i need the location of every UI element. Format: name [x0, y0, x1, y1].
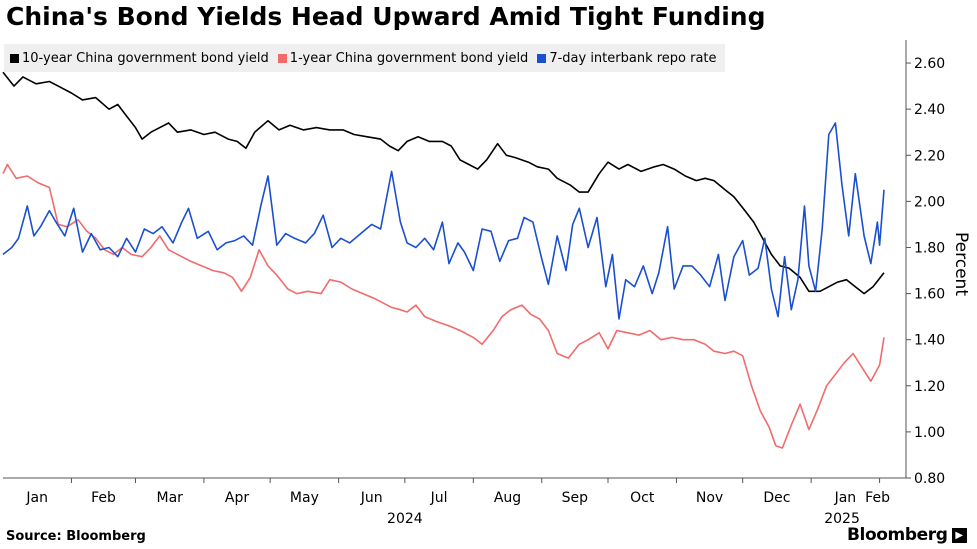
x-year-label: 2024	[387, 511, 423, 527]
x-tick-label: Sep	[562, 490, 589, 506]
y-tick-label: 1.80	[914, 240, 945, 256]
y-tick-label: 2.40	[914, 102, 945, 118]
series-line-repo	[2, 122, 885, 320]
x-tick-label: Apr	[225, 490, 249, 506]
y-tick-label: 1.40	[914, 333, 945, 349]
source-note: Source: Bloomberg	[6, 529, 146, 544]
chart-title: China's Bond Yields Head Upward Amid Tig…	[6, 2, 766, 31]
x-tick-label: Feb	[865, 490, 890, 506]
x-tick-label: Mar	[156, 490, 183, 506]
bloomberg-logo-icon: ▶	[951, 527, 967, 543]
x-tick-label: Jan	[834, 490, 857, 506]
brand-name: Bloomberg	[847, 525, 948, 545]
y-tick-label: 1.20	[914, 379, 945, 395]
x-tick-label: Nov	[696, 490, 723, 506]
y-tick-label: 2.60	[914, 56, 945, 72]
y-axis-title: Percent	[951, 232, 971, 296]
x-tick-label: Jun	[360, 490, 383, 506]
series-line-1y	[2, 163, 885, 449]
legend-item-10y: 10-year China government bond yield	[10, 51, 269, 66]
x-tick-label: Jul	[430, 490, 448, 506]
x-tick-label: Dec	[763, 490, 790, 506]
legend-item-repo: 7-day interbank repo rate	[537, 50, 717, 66]
x-year-label: 2025	[824, 511, 860, 527]
y-tick-label: 1.60	[914, 287, 945, 303]
legend-swatch-10y	[10, 53, 19, 63]
legend-label-1y: 1-year China government bond yield	[289, 50, 529, 66]
x-tick-label: May	[290, 490, 319, 506]
bloomberg-logo: Bloomberg ▶	[847, 525, 967, 545]
x-tick-label: Feb	[91, 490, 116, 506]
x-tick-label: Jan	[25, 490, 48, 506]
legend-label-10y: 10-year China government bond yield	[22, 50, 269, 66]
y-tick-label: 0.80	[914, 471, 945, 487]
y-tick-label: 2.20	[914, 148, 945, 164]
legend-swatch-1y	[277, 53, 287, 63]
legend-label-repo: 7-day interbank repo rate	[549, 50, 717, 66]
y-tick-label: 2.00	[914, 194, 945, 210]
series-line-10y	[2, 71, 885, 295]
legend-swatch-repo	[537, 53, 547, 63]
x-tick-label: Aug	[494, 490, 521, 506]
chart-legend: 10-year China government bond yield 1-ye…	[4, 44, 725, 72]
y-tick-label: 1.00	[914, 425, 945, 441]
legend-item-1y: 1-year China government bond yield	[277, 50, 529, 66]
x-tick-label: Oct	[630, 490, 655, 506]
